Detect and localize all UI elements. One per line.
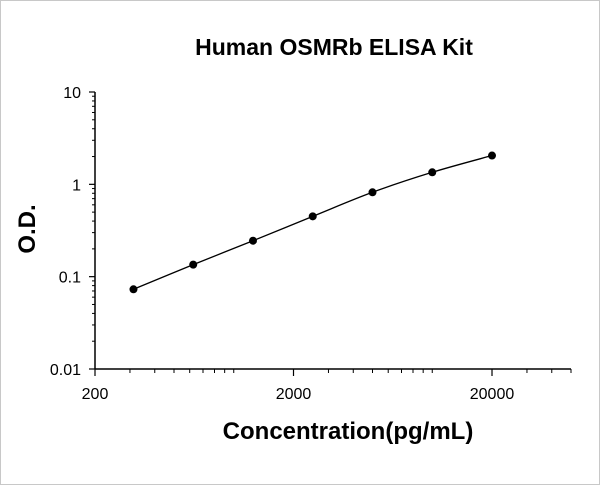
x-tick-label: 200 <box>82 386 109 403</box>
data-point <box>368 188 377 197</box>
fit-curve <box>133 154 493 290</box>
data-point <box>189 260 198 269</box>
y-tick-label: 0.1 <box>59 270 81 287</box>
data-point <box>248 236 257 245</box>
x-axis-label: Concentration(pg/mL) <box>223 418 474 445</box>
y-tick-label: 0.01 <box>50 362 81 379</box>
data-point <box>129 285 138 294</box>
y-axis-label: O.D. <box>14 204 41 253</box>
fit-line <box>133 154 493 290</box>
data-point <box>308 212 317 221</box>
y-tick-label: 10 <box>63 85 81 102</box>
y-tick-label: 1 <box>72 177 81 194</box>
data-point <box>488 151 497 160</box>
axes: 200 2000 20000 0.01 0.1 1 10 <box>50 85 572 403</box>
data-points <box>129 151 497 294</box>
chart-title: Human OSMRb ELISA Kit <box>195 34 473 60</box>
x-tick-label: 20000 <box>470 386 515 403</box>
data-point <box>428 168 437 177</box>
x-tick-label: 2000 <box>276 386 312 403</box>
